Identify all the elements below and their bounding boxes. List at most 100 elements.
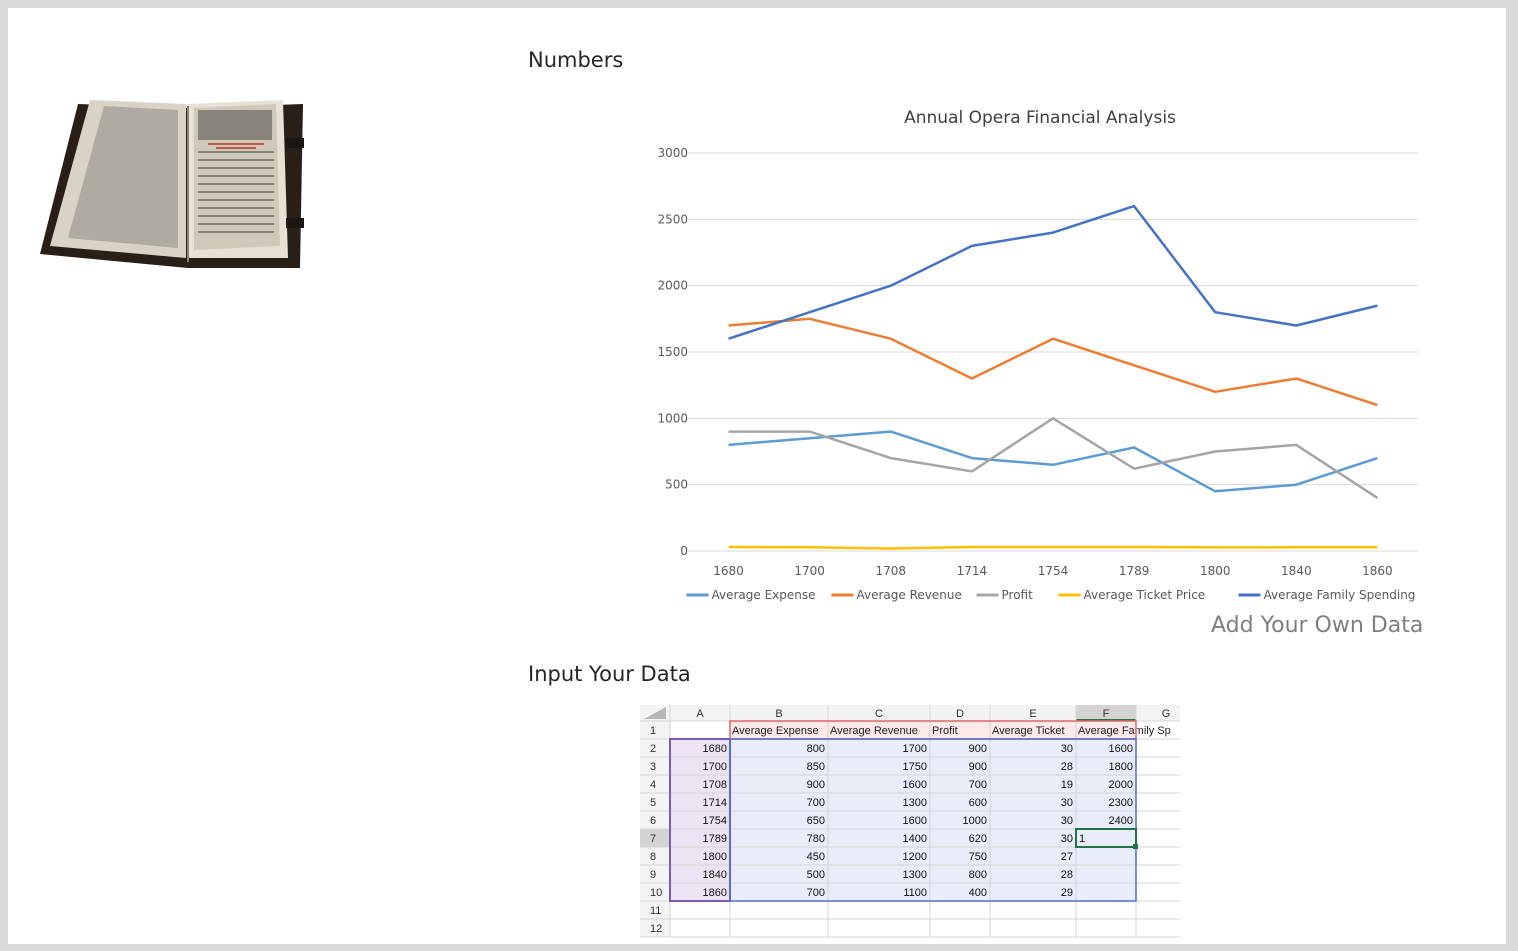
column-letter[interactable]: G	[1162, 708, 1171, 720]
cell-value[interactable]: 1750	[903, 761, 927, 773]
cell-value[interactable]: 19	[1061, 779, 1073, 791]
cell-value[interactable]: 700	[807, 797, 825, 809]
header-cell[interactable]: Average Revenue	[830, 725, 918, 737]
cell-value[interactable]: 650	[807, 815, 825, 827]
cell-value[interactable]: 900	[969, 743, 987, 755]
y-tick-label: 2000	[657, 279, 688, 293]
select-all-corner[interactable]	[644, 707, 666, 719]
legend-label: Average Revenue	[857, 588, 962, 602]
cell-value[interactable]: 1714	[703, 797, 727, 809]
header-cell[interactable]: Profit	[932, 725, 958, 737]
x-tick-label: 1708	[876, 564, 907, 578]
cell-value[interactable]: 1600	[903, 815, 927, 827]
row-number[interactable]: 6	[650, 815, 656, 827]
add-your-own-data-link[interactable]: Add Your Own Data	[1211, 613, 1424, 638]
cell-value[interactable]: 600	[969, 797, 987, 809]
y-tick-label: 2500	[657, 212, 688, 226]
numbers-heading: Numbers	[528, 48, 624, 72]
cell-value[interactable]: 1100	[903, 887, 927, 899]
cell-value[interactable]: 27	[1061, 851, 1073, 863]
column-letter[interactable]: E	[1029, 708, 1036, 720]
cell-value[interactable]: 850	[807, 761, 825, 773]
column-letter[interactable]: D	[956, 708, 964, 720]
series-line	[728, 430, 1378, 493]
legend-label: Average Family Spending	[1264, 588, 1416, 602]
active-cell-border[interactable]	[1075, 828, 1137, 848]
header-cell[interactable]: Average Family Sp	[1078, 725, 1171, 737]
cell-value[interactable]: 1000	[963, 815, 987, 827]
cell-value[interactable]: 2300	[1109, 797, 1133, 809]
row-number[interactable]: 7	[650, 833, 656, 845]
cell-value[interactable]: 1200	[903, 851, 927, 863]
header-row: Average Expense Average Revenue Profit Aver…	[732, 725, 1171, 737]
chart-title: Annual Opera Financial Analysis	[904, 108, 1176, 128]
cell-value[interactable]: 1600	[903, 779, 927, 791]
y-tick-label: 3000	[657, 146, 688, 160]
cell-value[interactable]: 1860	[703, 887, 727, 899]
cell-value[interactable]: 30	[1061, 815, 1073, 827]
cell-value[interactable]: 29	[1061, 887, 1073, 899]
column-letter[interactable]: A	[696, 708, 704, 720]
fill-handle[interactable]	[1133, 844, 1138, 849]
cell-value[interactable]: 1300	[903, 797, 927, 809]
row-number[interactable]: 8	[650, 851, 656, 863]
x-tick-label: 1680	[713, 564, 744, 578]
cell-value[interactable]: 28	[1061, 869, 1073, 881]
row-number[interactable]: 12	[650, 923, 662, 935]
active-column-header	[1076, 705, 1136, 721]
category-range	[670, 739, 730, 901]
column-letter[interactable]: C	[875, 708, 883, 720]
cell-value[interactable]: 2400	[1109, 815, 1133, 827]
cell-value[interactable]: 900	[807, 779, 825, 791]
cell-value[interactable]: 1708	[703, 779, 727, 791]
row-number[interactable]: 4	[650, 779, 656, 791]
row-number[interactable]: 9	[650, 869, 656, 881]
cell-value[interactable]: 1800	[1109, 761, 1133, 773]
header-cell[interactable]: Average Ticket	[992, 725, 1065, 737]
cell-value[interactable]: 700	[969, 779, 987, 791]
cell-value[interactable]: 1789	[703, 833, 727, 845]
cell-value[interactable]: 500	[807, 869, 825, 881]
column-letter[interactable]: F	[1103, 708, 1110, 720]
cell-value[interactable]: 30	[1061, 797, 1073, 809]
cell-value[interactable]: 700	[807, 887, 825, 899]
cell-value[interactable]: 30	[1061, 833, 1073, 845]
cell-value[interactable]: 800	[807, 743, 825, 755]
row-number[interactable]: 1	[650, 725, 656, 737]
cell-value[interactable]: 2000	[1109, 779, 1133, 791]
active-cell-value[interactable]: 1	[1079, 833, 1085, 845]
x-tick-label: 1800	[1200, 564, 1231, 578]
cell-value[interactable]: 28	[1061, 761, 1073, 773]
cell-value[interactable]: 1680	[703, 743, 727, 755]
input-data-heading: Input Your Data	[528, 662, 691, 686]
cell-value[interactable]: 1400	[903, 833, 927, 845]
series-line	[728, 417, 1379, 499]
cell-value[interactable]: 800	[969, 869, 987, 881]
series-line	[728, 545, 1378, 550]
cell-value[interactable]: 1600	[1109, 743, 1133, 755]
row-number[interactable]: 3	[650, 761, 656, 773]
cell-value[interactable]: 750	[969, 851, 987, 863]
cell-value[interactable]: 1800	[703, 851, 727, 863]
cell-value[interactable]: 450	[807, 851, 825, 863]
cell-value[interactable]: 1700	[903, 743, 927, 755]
y-tick-label: 1000	[657, 411, 688, 425]
column-letter[interactable]: B	[775, 708, 782, 720]
cell-value[interactable]: 400	[969, 887, 987, 899]
cell-value[interactable]: 1300	[903, 869, 927, 881]
header-cell[interactable]: Average Expense	[732, 725, 819, 737]
cell-value[interactable]: 780	[807, 833, 825, 845]
cell-value[interactable]: 620	[969, 833, 987, 845]
row-number[interactable]: 11	[650, 905, 661, 917]
row-number[interactable]: 10	[650, 887, 662, 899]
cell-value[interactable]: 1700	[703, 761, 727, 773]
column-header-strip	[640, 705, 1180, 721]
row-number[interactable]: 5	[650, 797, 656, 809]
cell-value[interactable]: 30	[1061, 743, 1073, 755]
cell-value[interactable]: 900	[969, 761, 987, 773]
cell-value[interactable]: 1840	[703, 869, 727, 881]
series-line	[728, 204, 1378, 340]
row-number[interactable]: 2	[650, 743, 656, 755]
cell-value[interactable]: 1754	[703, 815, 727, 827]
